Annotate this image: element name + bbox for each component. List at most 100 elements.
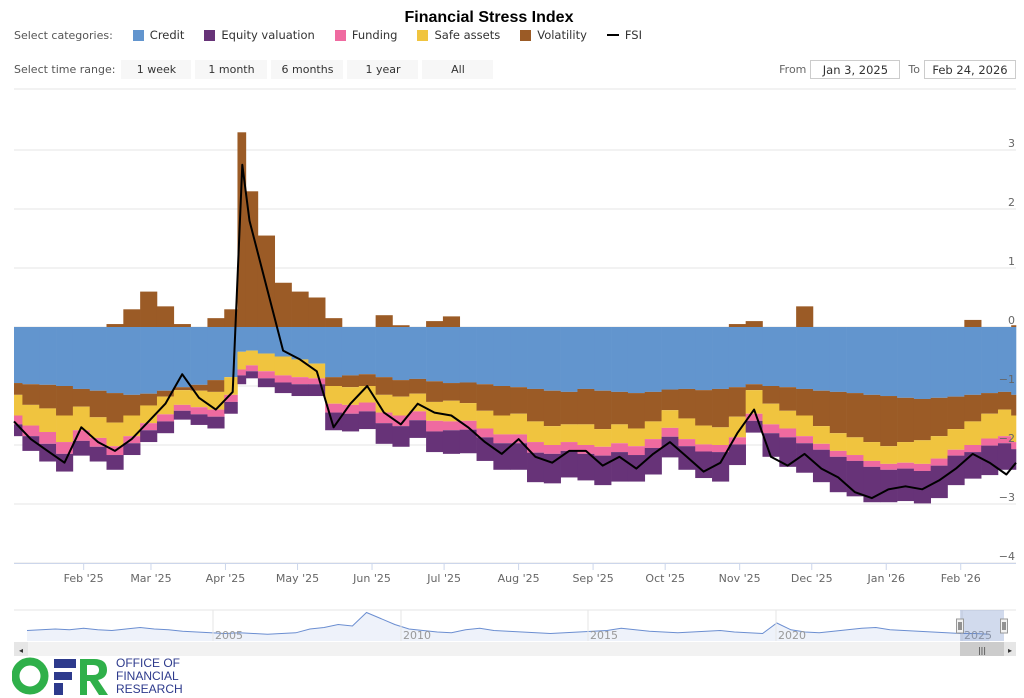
- y-tick-label: −4: [999, 550, 1015, 563]
- legend-item-fsi[interactable]: FSI: [606, 28, 642, 42]
- bar-funding: [375, 412, 393, 424]
- bar-funding: [863, 460, 881, 467]
- bar-credit: [762, 327, 780, 386]
- range-button-6-months[interactable]: 6 months: [271, 60, 344, 79]
- bar-funding: [207, 409, 225, 417]
- bar-credit: [257, 327, 276, 354]
- bar-funding: [237, 369, 247, 376]
- bar-equity-valuation: [106, 455, 124, 470]
- navigator[interactable]: 2005 2010 2015 2020 2025 ||| ◂ ▸: [14, 609, 1016, 656]
- bar-equity-valuation: [409, 420, 427, 438]
- to-date-input[interactable]: [924, 60, 1016, 79]
- bar-credit: [106, 327, 124, 394]
- range-button-1-week[interactable]: 1 week: [121, 60, 192, 79]
- bar-safe-assets: [796, 415, 814, 437]
- bar-funding: [22, 425, 40, 437]
- bar-credit: [510, 327, 528, 388]
- from-date-input[interactable]: [810, 60, 901, 79]
- legend-item-equity-valuation[interactable]: Equity valuation: [204, 28, 315, 42]
- bar-safe-assets: [237, 351, 247, 370]
- bar-volatility: [627, 393, 646, 429]
- navigator-handle[interactable]: [1000, 618, 1008, 634]
- bar-safe-assets: [1011, 415, 1017, 443]
- bar-credit: [846, 327, 864, 394]
- bar-volatility-positive: [796, 306, 814, 327]
- logo-line-2: FINANCIAL: [116, 668, 179, 683]
- range-button-1-year[interactable]: 1 year: [347, 60, 419, 79]
- bar-equity-valuation: [981, 445, 999, 476]
- bar-equity-valuation: [72, 440, 90, 456]
- bar-credit: [930, 327, 948, 398]
- bar-safe-assets: [207, 391, 225, 410]
- navigator-handle[interactable]: [956, 618, 964, 634]
- bar-funding: [762, 424, 780, 434]
- bar-credit: [375, 327, 393, 378]
- bar-credit: [577, 327, 595, 389]
- navigator-year-label: 2025: [964, 629, 992, 642]
- bar-volatility: [762, 386, 780, 404]
- bar-funding: [577, 445, 595, 454]
- bar-volatility: [190, 384, 208, 391]
- navigator-selection[interactable]: [960, 610, 1004, 641]
- bar-funding: [190, 407, 208, 415]
- bar-credit: [745, 327, 763, 385]
- legend-item-safe-assets[interactable]: Safe assets: [417, 28, 500, 42]
- legend-item-funding[interactable]: Funding: [334, 28, 397, 42]
- bar-safe-assets: [661, 410, 679, 428]
- bar-credit: [39, 327, 57, 385]
- bar-volatility: [880, 396, 898, 447]
- x-axis: Feb '25 Mar '25 Apr '25 May '25 Jun '25 Jul '…: [14, 563, 1016, 585]
- chart-title: Financial Stress Index: [404, 9, 574, 26]
- navigator-line: [26, 611, 990, 635]
- bar-volatility: [476, 384, 494, 411]
- bar-safe-assets: [14, 394, 23, 416]
- scrollbar-thumb[interactable]: [960, 642, 1004, 656]
- bar-credit: [796, 327, 814, 389]
- bar-safe-assets: [39, 408, 57, 433]
- bar-volatility: [173, 387, 191, 391]
- range-button-1-month[interactable]: 1 month: [195, 60, 268, 79]
- ofr-wordmark: OFFICE OF FINANCIAL RESEARCH: [116, 656, 183, 696]
- bar-safe-assets: [245, 350, 259, 366]
- scroll-left-button[interactable]: [14, 642, 28, 656]
- bar-funding: [459, 420, 477, 430]
- bar-safe-assets: [678, 418, 696, 440]
- bar-volatility: [661, 389, 679, 411]
- bar-funding: [409, 411, 427, 421]
- legend-item-volatility[interactable]: Volatility: [520, 28, 587, 42]
- bar-volatility-positive: [245, 191, 259, 327]
- bar-funding: [930, 458, 948, 466]
- bar-funding: [14, 415, 23, 425]
- bar-volatility: [846, 393, 864, 438]
- bar-credit: [678, 327, 696, 389]
- bar-volatility: [409, 378, 427, 394]
- volatility-swatch-icon: [520, 29, 532, 41]
- bar-safe-assets: [257, 353, 276, 372]
- x-tick-label: Dec '25: [791, 572, 833, 585]
- category-legend: Select categories: Credit Equity valuati…: [14, 27, 662, 43]
- bar-volatility-positive: [291, 291, 309, 327]
- legend-item-credit[interactable]: Credit: [132, 28, 184, 42]
- bar-credit: [358, 327, 376, 375]
- bar-credit: [560, 327, 578, 392]
- bar-safe-assets: [89, 417, 107, 438]
- bar-volatility: [341, 375, 360, 388]
- bar-safe-assets: [812, 426, 831, 444]
- bar-volatility: [207, 380, 225, 392]
- x-tick-label: Apr '25: [206, 572, 246, 585]
- navigator-scrollbar[interactable]: [14, 642, 1016, 656]
- to-label: To: [908, 63, 920, 76]
- bar-equity-valuation: [245, 371, 259, 379]
- range-button-all[interactable]: All: [422, 60, 494, 79]
- bar-equity-valuation: [863, 466, 881, 503]
- x-tick-label: Feb '25: [64, 572, 104, 585]
- bar-credit: [997, 327, 1012, 392]
- bar-funding: [964, 445, 982, 453]
- bar-volatility-positive: [728, 324, 746, 327]
- scroll-right-button[interactable]: [1004, 642, 1016, 656]
- bar-funding: [661, 427, 679, 437]
- bar-funding: [695, 444, 713, 452]
- bar-credit: [947, 327, 965, 397]
- bar-funding: [325, 403, 343, 413]
- bar-credit: [913, 327, 931, 399]
